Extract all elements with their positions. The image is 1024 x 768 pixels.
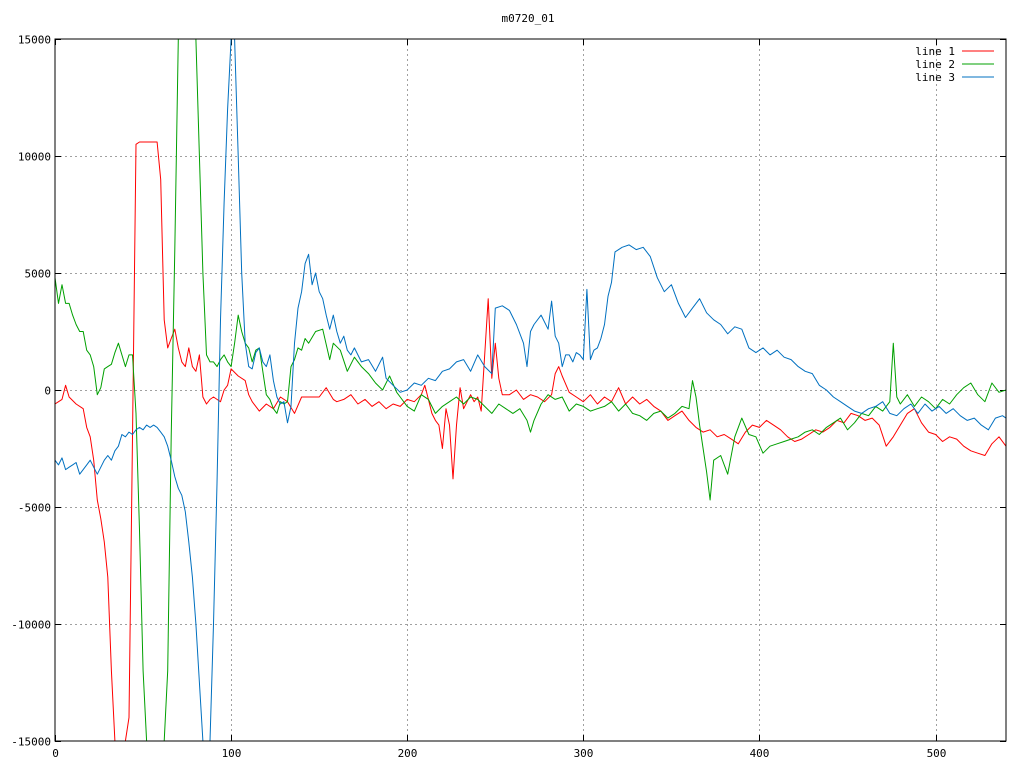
y-tick-label: -15000 — [11, 736, 51, 749]
series-line-3 — [55, 39, 1006, 741]
grid — [55, 39, 1006, 741]
legend-label-1: line 1 — [915, 45, 955, 58]
chart-title: m0720_01 — [502, 12, 555, 25]
y-tick-label: 5000 — [25, 268, 52, 281]
series-lines — [55, 39, 1006, 741]
x-tick-label: 100 — [222, 747, 242, 760]
plot-frame — [54, 38, 1007, 742]
y-tick-label: -10000 — [11, 619, 51, 632]
series-line-1 — [55, 141, 1006, 741]
x-tick-label: 400 — [750, 747, 770, 760]
x-tick-label: 500 — [927, 747, 947, 760]
y-tick-label: 15000 — [18, 34, 51, 47]
x-tick-label: 300 — [574, 747, 594, 760]
y-tick-label: 0 — [44, 385, 51, 398]
y-tick-label: -5000 — [18, 502, 51, 515]
legend-label-3: line 3 — [915, 71, 955, 84]
y-tick-label: 10000 — [18, 151, 51, 164]
series-line-2 — [55, 39, 1006, 741]
axes: 0 100 200 300 400 500 -15000 -10000 -5000 0 5000 10… — [11, 34, 1006, 760]
legend-label-2: line 2 — [915, 58, 955, 71]
x-tick-label: 0 — [52, 747, 59, 760]
x-tick-label: 200 — [398, 747, 418, 760]
